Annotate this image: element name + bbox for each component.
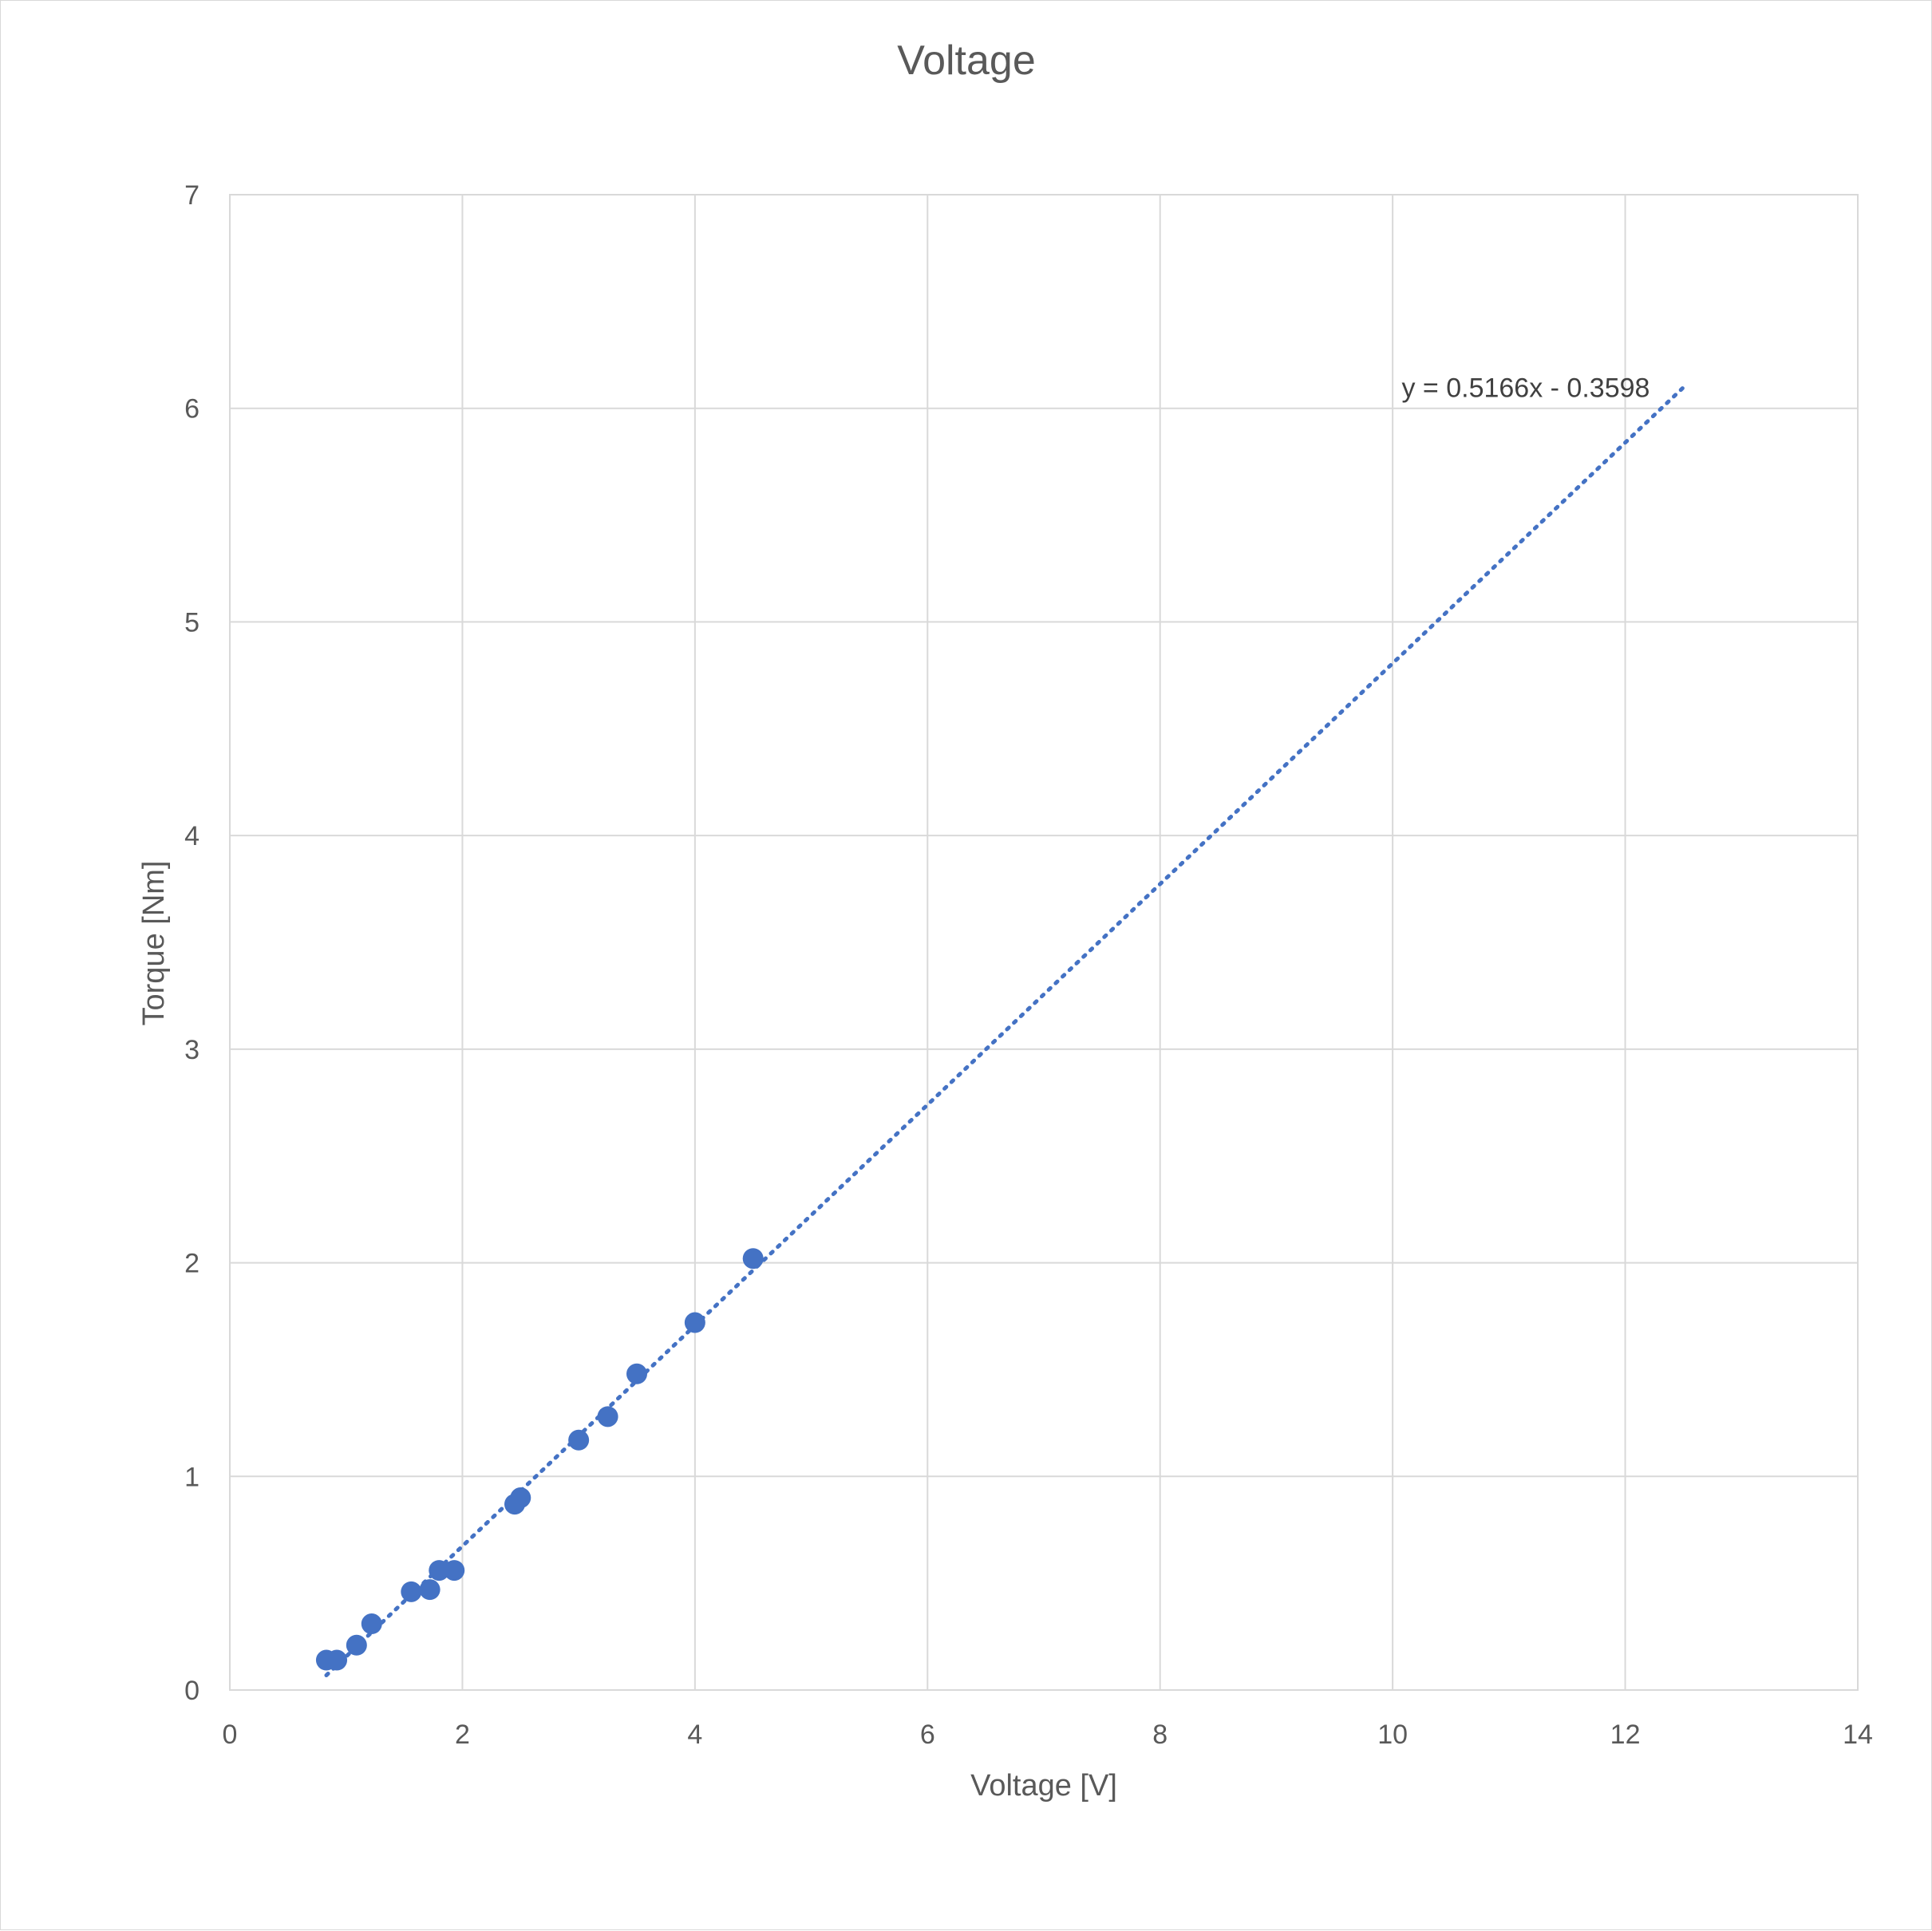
- y-tick-label: 4: [184, 821, 200, 851]
- data-point: [401, 1581, 422, 1602]
- data-point: [626, 1363, 647, 1384]
- data-point: [444, 1560, 465, 1582]
- data-point: [684, 1312, 705, 1333]
- data-points: [315, 1248, 764, 1671]
- gridlines: [229, 194, 1859, 1691]
- x-tick-label: 6: [920, 1720, 935, 1750]
- data-point: [361, 1613, 382, 1635]
- data-point: [429, 1560, 450, 1582]
- y-tick-label: 5: [184, 607, 200, 638]
- x-tick-label: 2: [455, 1720, 470, 1750]
- y-tick-label: 3: [184, 1035, 200, 1065]
- linear-trendline: [324, 385, 1685, 1678]
- chart-title: Voltage: [897, 38, 1036, 84]
- y-axis-title: Torque [Nm]: [137, 861, 171, 1026]
- y-axis-ticks: 0 1 2 3 4 5 6 7: [184, 180, 200, 1706]
- x-axis-title: Voltage [V]: [970, 1769, 1117, 1803]
- x-axis-ticks: 0 2 4 6 8 10 12 14: [223, 1720, 1873, 1750]
- y-tick-label: 1: [184, 1462, 200, 1492]
- x-tick-label: 14: [1843, 1720, 1873, 1750]
- plot-area-border: [229, 194, 1859, 1691]
- y-tick-label: 6: [184, 394, 200, 425]
- trendline-equation-label: y = 0.5166x - 0.3598: [1401, 373, 1650, 404]
- data-point: [346, 1634, 367, 1656]
- y-tick-label: 7: [184, 180, 200, 211]
- data-point: [568, 1429, 590, 1451]
- data-point: [510, 1487, 531, 1509]
- x-tick-label: 4: [687, 1720, 702, 1750]
- data-point: [419, 1579, 441, 1601]
- x-tick-label: 8: [1152, 1720, 1167, 1750]
- x-tick-label: 12: [1610, 1720, 1641, 1750]
- x-tick-label: 10: [1377, 1720, 1408, 1750]
- data-point: [326, 1649, 348, 1671]
- data-point: [597, 1406, 618, 1428]
- y-tick-label: 0: [184, 1676, 200, 1706]
- data-point: [742, 1248, 764, 1270]
- y-tick-label: 2: [184, 1249, 200, 1279]
- x-tick-label: 0: [223, 1720, 238, 1750]
